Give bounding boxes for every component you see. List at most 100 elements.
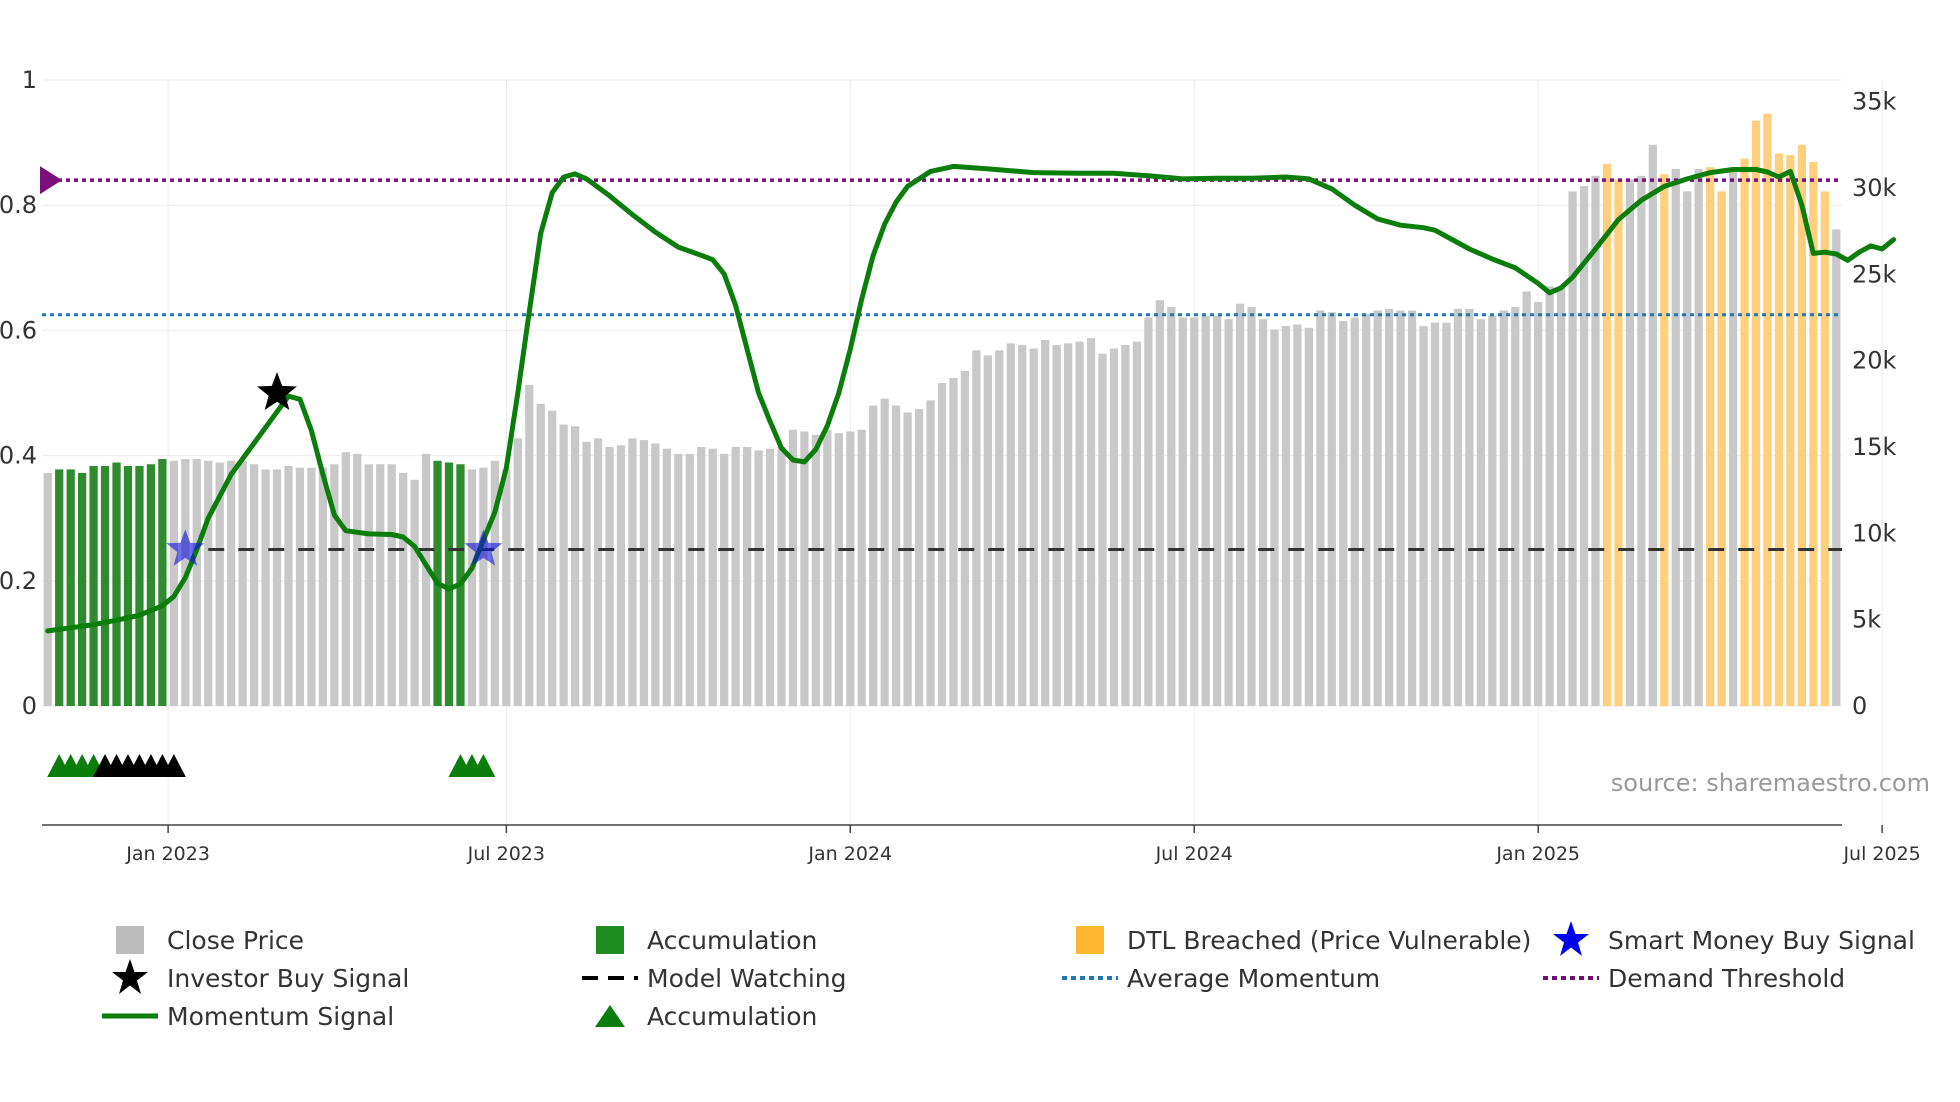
price-bar xyxy=(169,460,178,706)
legend-label: DTL Breached (Price Vulnerable) xyxy=(1127,925,1532,955)
right-axis-tick: 20k xyxy=(1852,347,1897,375)
price-bar xyxy=(1006,343,1015,706)
legend-label: Demand Threshold xyxy=(1608,963,1846,993)
price-bar xyxy=(1671,168,1680,706)
price-bar xyxy=(1545,286,1554,706)
price-bar xyxy=(869,405,878,706)
price-bar xyxy=(1155,300,1164,706)
source-note: source: sharemaestro.com xyxy=(1611,769,1930,797)
price-bar xyxy=(1144,317,1153,706)
price-bar xyxy=(1832,229,1841,706)
price-bar xyxy=(1281,326,1291,706)
legend-accumulation-marker[interactable]: Accumulation xyxy=(575,998,817,1034)
price-bar xyxy=(662,448,671,706)
accumulation-triangle xyxy=(471,754,496,777)
legend-label: Close Price xyxy=(167,925,305,955)
price-bar xyxy=(1717,191,1726,706)
price-bar xyxy=(639,440,649,706)
price-bar xyxy=(261,469,270,706)
price-bar xyxy=(502,469,511,706)
price-bar xyxy=(674,453,683,706)
price-bar xyxy=(960,370,970,706)
price-bar xyxy=(1373,310,1382,706)
price-bar xyxy=(387,464,396,706)
momentum-signal-line xyxy=(45,163,1897,634)
price-bar xyxy=(1086,338,1096,706)
price-bar xyxy=(1247,307,1256,706)
price-bar xyxy=(1041,339,1050,706)
price-bar xyxy=(1522,291,1531,706)
axes: 0 0.2 0.4 0.6 0.8 1 0 5k 10k 15k 20k 25k 30k 35k Jan 2… xyxy=(0,66,1921,865)
x-axis-tick: Jul 2025 xyxy=(1842,843,1920,865)
left-axis-tick: 1 xyxy=(22,66,37,94)
price-bar xyxy=(903,412,912,706)
price-bar xyxy=(1167,307,1176,706)
x-axis-tick: Jan 2024 xyxy=(807,843,892,865)
price-bar xyxy=(1683,191,1692,706)
legend-momentum-signal[interactable]: Momentum Signal xyxy=(95,998,394,1034)
right-axis-tick: 30k xyxy=(1852,174,1897,202)
orange-square-icon xyxy=(1076,926,1104,954)
legend-investor-buy[interactable]: Investor Buy Signal xyxy=(95,959,410,996)
price-bar xyxy=(1350,317,1359,706)
price-bar xyxy=(1442,322,1451,706)
legend-demand-threshold[interactable]: Demand Threshold xyxy=(1536,960,1845,996)
price-bar xyxy=(1797,144,1806,707)
legend-label: Investor Buy Signal xyxy=(167,963,410,993)
price-bar xyxy=(1430,322,1440,706)
green-line-icon xyxy=(102,1013,158,1019)
legend-accumulation-bar[interactable]: Accumulation xyxy=(575,922,817,958)
price-bar xyxy=(1178,317,1187,706)
price-bar xyxy=(146,464,156,706)
price-bar xyxy=(353,453,362,706)
price-bar xyxy=(949,377,958,706)
price-bar xyxy=(559,424,568,706)
price-bar xyxy=(78,472,87,706)
price-bar xyxy=(66,469,75,706)
price-bar xyxy=(1728,167,1738,707)
price-bar xyxy=(1809,162,1818,706)
price-bar xyxy=(123,465,133,706)
price-bar xyxy=(100,465,110,706)
x-axis-tick: Jul 2023 xyxy=(467,843,545,865)
legend-label: Accumulation xyxy=(647,1001,818,1031)
legend-label: Accumulation xyxy=(647,925,818,955)
price-bar xyxy=(1258,319,1268,706)
price-bar xyxy=(192,459,201,706)
gray-square-icon xyxy=(116,926,144,954)
legend-average-momentum[interactable]: Average Momentum xyxy=(1055,960,1380,996)
legend-close-price[interactable]: Close Price xyxy=(95,922,304,958)
price-bar xyxy=(1304,327,1314,706)
price-bar xyxy=(834,433,843,706)
investor-buy-star xyxy=(257,372,297,410)
price-bar xyxy=(238,460,247,706)
price-bar xyxy=(43,472,52,706)
price-bar xyxy=(914,408,924,706)
price-bar xyxy=(376,464,385,706)
legend-smart-money[interactable]: Smart Money Buy Signal xyxy=(1536,921,1915,958)
accumulation-triangle xyxy=(161,754,186,777)
right-axis-tick: 0 xyxy=(1852,692,1867,720)
price-bar xyxy=(972,350,981,706)
right-axis-tick: 25k xyxy=(1852,260,1897,288)
price-bar xyxy=(1453,308,1463,706)
price-bar xyxy=(1614,179,1623,706)
price-bar xyxy=(444,462,454,706)
price-bar xyxy=(1052,345,1061,706)
price-bar xyxy=(227,460,236,706)
price-bar xyxy=(1763,113,1772,706)
price-bar xyxy=(1396,310,1405,706)
right-axis-tick: 10k xyxy=(1852,519,1897,547)
line-group xyxy=(40,163,1897,634)
price-bar xyxy=(1293,324,1302,706)
blue-star-icon xyxy=(1553,921,1589,956)
legend-dtl-breached[interactable]: DTL Breached (Price Vulnerable) xyxy=(1055,922,1531,958)
legend-model-watching[interactable]: Model Watching xyxy=(575,960,847,996)
price-bar xyxy=(181,459,190,706)
price-bar xyxy=(800,431,809,706)
price-bar xyxy=(788,429,798,706)
price-bar xyxy=(1740,158,1749,706)
legend-label: Smart Money Buy Signal xyxy=(1608,925,1915,955)
price-bar xyxy=(318,467,328,706)
